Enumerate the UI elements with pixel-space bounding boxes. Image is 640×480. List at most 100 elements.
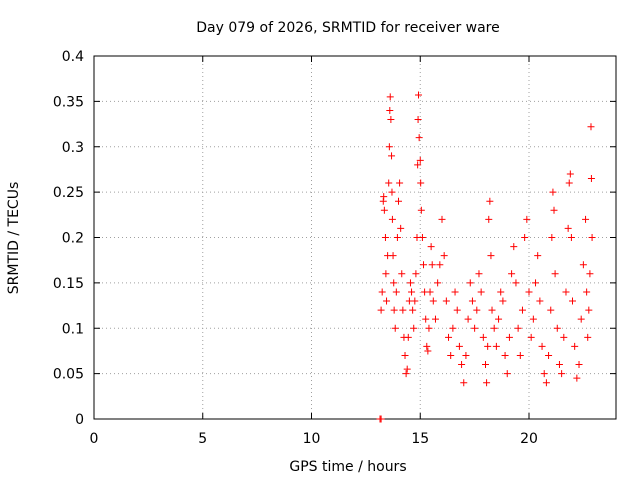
data-point — [462, 351, 470, 359]
data-point — [483, 379, 491, 387]
data-point — [427, 243, 435, 251]
data-point — [403, 365, 411, 373]
data-point — [380, 193, 388, 201]
data-point — [545, 351, 553, 359]
x-tick-label: 20 — [520, 431, 538, 447]
data-point — [550, 206, 558, 214]
data-point — [414, 161, 422, 169]
data-point — [587, 123, 595, 131]
data-point — [395, 197, 402, 205]
data-point — [388, 215, 396, 223]
data-point — [549, 188, 557, 196]
y-tick-label: 0.4 — [62, 49, 84, 65]
data-point — [558, 370, 566, 378]
data-point — [540, 370, 548, 378]
y-tick-label: 0.15 — [53, 276, 84, 292]
data-point — [445, 333, 453, 341]
data-point — [383, 297, 391, 305]
data-point — [510, 243, 518, 251]
data-point — [479, 333, 487, 341]
data-point — [414, 116, 422, 124]
data-point — [412, 270, 420, 278]
data-point — [497, 288, 505, 296]
data-point — [385, 179, 393, 187]
y-tick-label: 0.35 — [53, 94, 84, 110]
y-tick-label: 0.05 — [53, 367, 84, 383]
chart-title: Day 079 of 2026, SRMTID for receiver war… — [196, 20, 500, 36]
data-point — [583, 288, 591, 296]
data-point — [490, 324, 498, 332]
data-point — [391, 324, 399, 332]
data-point — [495, 315, 503, 323]
data-point — [409, 306, 417, 314]
data-point — [475, 270, 483, 278]
data-point — [503, 370, 511, 378]
data-point — [569, 297, 576, 305]
data-point — [466, 279, 474, 287]
data-point — [453, 306, 461, 314]
data-point — [422, 315, 430, 323]
data-point — [418, 234, 426, 241]
data-point — [440, 252, 448, 260]
data-point — [577, 315, 585, 323]
data-point — [505, 333, 513, 341]
data-point — [388, 188, 396, 196]
data-point — [536, 297, 544, 305]
data-point — [442, 297, 450, 305]
data-point — [588, 234, 596, 241]
data-point — [582, 215, 590, 223]
data-point — [499, 297, 507, 305]
data-point — [484, 342, 492, 350]
data-point — [392, 288, 400, 296]
data-point — [573, 374, 581, 382]
data-point — [387, 116, 395, 124]
data-point — [431, 315, 439, 323]
x-tick-label: 10 — [303, 431, 321, 447]
data-point — [534, 252, 542, 260]
data-point — [399, 306, 407, 314]
data-point — [562, 288, 570, 296]
data-point — [487, 252, 495, 260]
data-point — [523, 215, 531, 223]
data-point — [587, 175, 595, 183]
data-point — [390, 279, 398, 287]
data-point — [565, 179, 573, 187]
data-point — [512, 279, 520, 287]
y-tick-label: 0 — [75, 412, 84, 428]
x-tick-label: 15 — [411, 431, 429, 447]
data-point — [429, 297, 437, 305]
data-point — [486, 197, 494, 205]
x-tick-label: 0 — [90, 431, 99, 447]
data-point — [381, 234, 389, 241]
data-point — [538, 342, 546, 350]
data-point — [423, 342, 431, 350]
grid — [94, 56, 616, 419]
data-point — [388, 152, 396, 160]
data-point — [436, 261, 444, 269]
data-point — [386, 106, 394, 114]
data-point — [416, 156, 424, 164]
data-point — [455, 342, 463, 350]
data-point — [553, 324, 561, 332]
data-point — [514, 324, 522, 332]
data-point — [451, 288, 459, 296]
data-point — [518, 306, 526, 314]
data-point — [579, 261, 587, 269]
data-point — [377, 306, 385, 314]
data-point — [488, 306, 496, 314]
data-point — [417, 206, 425, 214]
data-point — [586, 270, 594, 278]
data-point — [516, 351, 524, 359]
data-point — [585, 306, 593, 314]
data-point — [410, 324, 418, 332]
data-point — [393, 234, 401, 241]
data-point — [501, 351, 509, 359]
data-point — [584, 333, 592, 341]
data-point — [560, 333, 568, 341]
data-point — [447, 351, 455, 359]
data-point — [425, 324, 433, 332]
data-point — [389, 252, 397, 260]
data-point — [401, 351, 409, 359]
y-tick-label: 0.25 — [53, 185, 84, 201]
data-point — [380, 206, 388, 214]
